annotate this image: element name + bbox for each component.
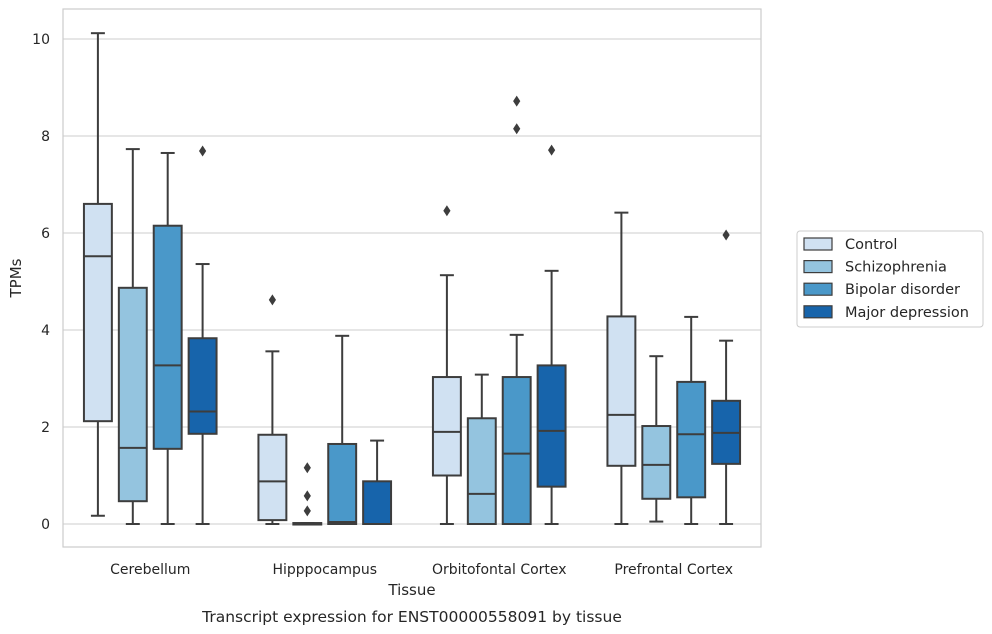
legend-swatch xyxy=(803,237,833,251)
x-tick-label: Orbitofontal Cortex xyxy=(432,562,567,578)
box-group xyxy=(711,229,742,525)
box xyxy=(431,376,462,477)
legend-swatch xyxy=(803,260,833,274)
outlier-point xyxy=(548,144,556,156)
box xyxy=(641,425,672,500)
x-tick-label: Cerebellum xyxy=(110,562,190,578)
box-group xyxy=(292,462,323,526)
chart-caption: Transcript expression for ENST0000055809… xyxy=(201,608,622,626)
box-group xyxy=(327,334,358,526)
legend-label: Bipolar disorder xyxy=(845,282,960,298)
y-tick-labels: 0 2 4 6 8 10 xyxy=(32,32,50,533)
box-group xyxy=(466,373,497,525)
outlier-point xyxy=(199,145,207,157)
legend-item: Bipolar disorder xyxy=(803,282,960,298)
box xyxy=(152,224,183,450)
outlier-point xyxy=(513,95,521,107)
y-tick-label: 6 xyxy=(41,226,50,242)
box xyxy=(501,376,532,526)
y-axis-label: TPMs xyxy=(7,258,25,298)
box-group xyxy=(117,148,148,525)
outlier-point xyxy=(513,123,521,135)
legend-items: Control Schizophrenia Bipolar disorder Majo… xyxy=(803,237,969,321)
y-tick-label: 4 xyxy=(41,323,50,339)
box xyxy=(187,337,218,435)
y-tick-label: 8 xyxy=(41,129,50,145)
x-tick-labels: Cerebellum Hipppocampus Orbitofontal Corte… xyxy=(110,562,733,578)
box xyxy=(82,202,113,423)
box-group xyxy=(257,294,288,525)
box xyxy=(466,417,497,525)
outlier-point xyxy=(722,229,730,241)
box-group xyxy=(152,151,183,525)
legend-label: Schizophrenia xyxy=(845,260,947,276)
box xyxy=(327,442,358,526)
box-group xyxy=(187,145,218,525)
box-group xyxy=(501,95,532,526)
y-tick-label: 10 xyxy=(32,32,50,48)
legend-frame xyxy=(796,230,984,328)
outlier-point xyxy=(303,490,311,502)
box xyxy=(606,315,637,467)
y-tick-label: 2 xyxy=(41,420,50,436)
box-group xyxy=(362,439,393,526)
legend: Control Schizophrenia Bipolar disorder Majo… xyxy=(796,230,984,328)
legend-item: Control xyxy=(803,237,897,253)
legend-swatch xyxy=(803,305,833,319)
box xyxy=(536,364,567,488)
legend-label: Major depression xyxy=(845,305,969,321)
outlier-point xyxy=(303,505,311,517)
box-group xyxy=(676,315,707,525)
box-groups xyxy=(82,32,742,526)
legend-label: Control xyxy=(845,237,897,253)
outlier-point xyxy=(268,294,276,306)
box xyxy=(362,480,393,526)
outlier-point xyxy=(443,205,451,217)
box-group xyxy=(82,32,113,517)
x-tick-label: Prefrontal Cortex xyxy=(614,562,733,578)
y-tick-label: 0 xyxy=(41,517,50,533)
box-group xyxy=(431,205,462,525)
outlier-point xyxy=(303,462,311,474)
x-tick-label: Hipppocampus xyxy=(272,562,377,578)
legend-item: Major depression xyxy=(803,305,969,321)
box xyxy=(257,433,288,522)
box xyxy=(117,286,148,503)
box-group xyxy=(606,211,637,525)
legend-item: Schizophrenia xyxy=(803,260,947,276)
box-group xyxy=(536,144,567,525)
x-axis-label: Tissue xyxy=(387,581,435,599)
box xyxy=(676,380,707,499)
box-group xyxy=(641,355,672,523)
legend-swatch xyxy=(803,282,833,296)
